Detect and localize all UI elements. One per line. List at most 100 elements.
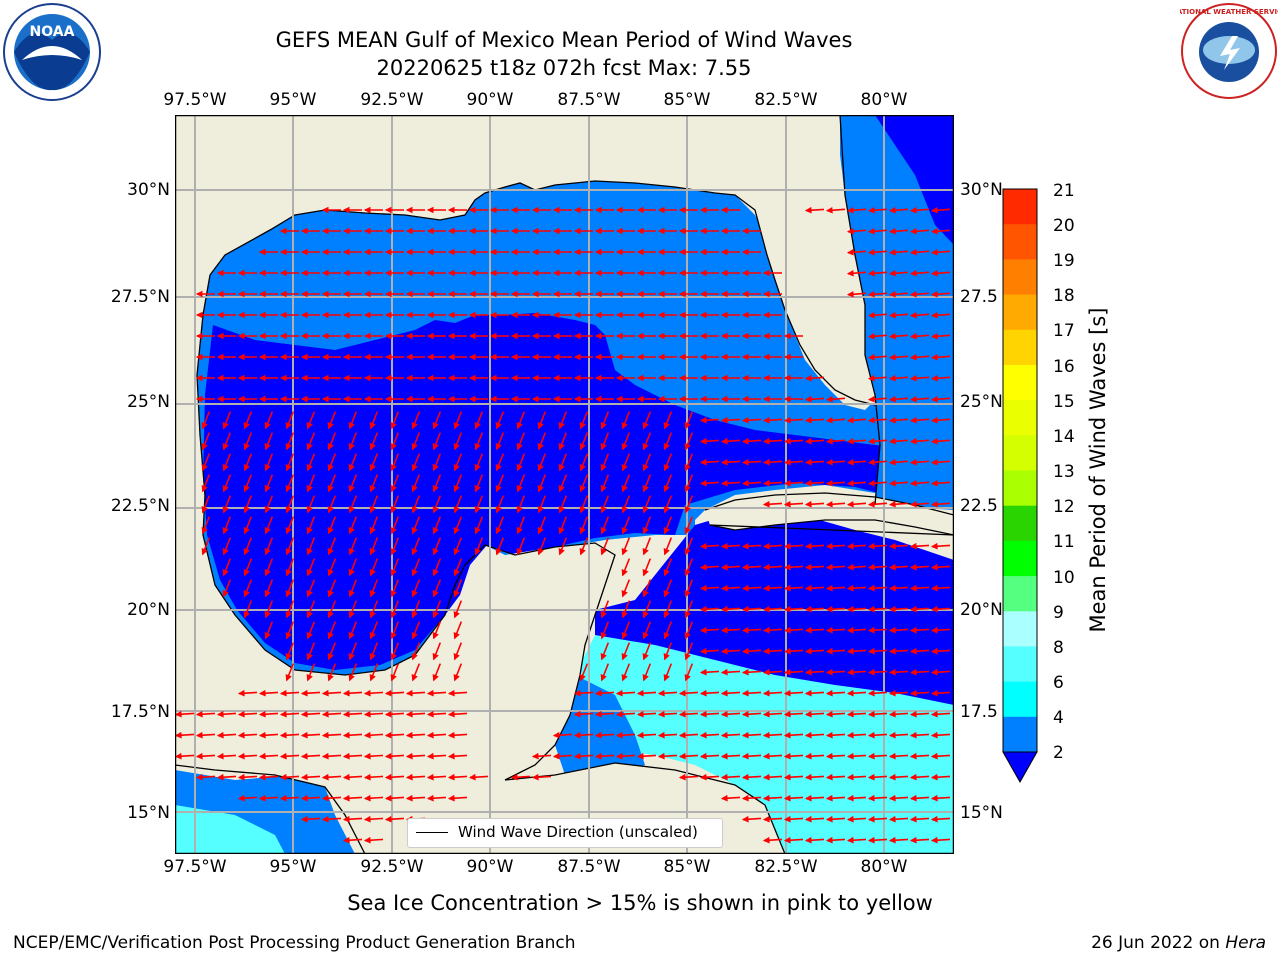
wind-arrow-head bbox=[327, 590, 334, 598]
wind-arrow-head bbox=[306, 548, 313, 556]
wind-arrow-head bbox=[264, 548, 271, 556]
wind-arrow-head bbox=[867, 332, 875, 340]
wind-arrow-head bbox=[300, 773, 308, 781]
wind-arrow-head bbox=[762, 605, 770, 613]
wind-arrow-head bbox=[468, 353, 476, 361]
wind-arrow-head bbox=[222, 464, 229, 472]
wind-arrow-head bbox=[495, 422, 502, 430]
wind-arrow-head bbox=[447, 248, 455, 256]
wind-arrow-head bbox=[678, 269, 686, 277]
colorbar-segment bbox=[1003, 224, 1037, 260]
wind-arrow-head bbox=[615, 332, 623, 340]
wind-arrow-head bbox=[327, 653, 334, 661]
colorbar-segment bbox=[1003, 470, 1037, 507]
wind-arrow-head bbox=[783, 815, 791, 823]
wind-arrow-head bbox=[243, 590, 250, 598]
wind-arrow-head bbox=[552, 248, 560, 256]
wind-arrow-head bbox=[783, 710, 791, 718]
wind-arrow-head bbox=[531, 395, 539, 403]
wind-arrow-head bbox=[930, 332, 938, 340]
wind-arrow-head bbox=[237, 773, 245, 781]
wind-arrow-head bbox=[468, 773, 476, 781]
wind-arrow-head bbox=[783, 353, 791, 361]
wind-arrow-head bbox=[663, 443, 670, 451]
wind-arrow-head bbox=[636, 206, 644, 214]
wind-arrow-head bbox=[195, 374, 203, 382]
wind-arrow-head bbox=[537, 548, 544, 556]
wind-arrow-head bbox=[453, 548, 460, 556]
wind-arrow-head bbox=[363, 815, 371, 823]
wind-arrow-head bbox=[411, 548, 418, 556]
lon-label-top: 90°W bbox=[466, 90, 514, 110]
wind-arrow-head bbox=[762, 563, 770, 571]
wind-arrow-head bbox=[573, 752, 581, 760]
wind-arrow-head bbox=[909, 248, 917, 256]
wind-arrow-head bbox=[678, 206, 686, 214]
wind-arrow-head bbox=[867, 752, 875, 760]
wind-arrow-head bbox=[825, 689, 833, 697]
wind-arrow-head bbox=[195, 332, 203, 340]
wind-arrow-head bbox=[846, 647, 854, 655]
wind-arrow-head bbox=[573, 374, 581, 382]
wind-arrow-head bbox=[825, 479, 833, 487]
wind-arrow-head bbox=[600, 464, 607, 472]
wind-arrow-head bbox=[621, 653, 628, 661]
wind-arrow-head bbox=[804, 584, 812, 592]
wind-arrow-head bbox=[888, 731, 896, 739]
wind-arrow-head bbox=[600, 506, 607, 514]
wind-arrow-head bbox=[825, 542, 833, 550]
wind-arrow-head bbox=[390, 590, 397, 598]
wind-arrow-head bbox=[537, 464, 544, 472]
wind-arrow-head bbox=[258, 248, 266, 256]
wind-arrow-head bbox=[600, 632, 607, 640]
wind-arrow-head bbox=[909, 374, 917, 382]
lat-label-left: 22.5°N bbox=[110, 496, 170, 516]
colorbar-label: Mean Period of Wind Waves [s] bbox=[1086, 307, 1110, 633]
wind-arrow-head bbox=[762, 332, 770, 340]
wind-arrow-head bbox=[327, 527, 334, 535]
wind-arrow-head bbox=[222, 590, 229, 598]
wind-arrow-head bbox=[279, 689, 287, 697]
colorbar-segment bbox=[1003, 329, 1037, 366]
wind-arrow-head bbox=[474, 464, 481, 472]
wind-arrow-head bbox=[699, 290, 707, 298]
wind-arrow-head bbox=[888, 290, 896, 298]
wind-arrow-head bbox=[342, 206, 350, 214]
wind-arrow-head bbox=[384, 815, 392, 823]
wind-arrow-head bbox=[411, 527, 418, 535]
wind-arrow-head bbox=[222, 548, 229, 556]
wind-arrow-head bbox=[825, 626, 833, 634]
wind-arrow-head bbox=[684, 443, 691, 451]
caribbean-water-mid bbox=[555, 675, 645, 780]
wind-arrow-head bbox=[888, 626, 896, 634]
wind-arrow-head bbox=[432, 590, 439, 598]
wind-arrow-head bbox=[573, 731, 581, 739]
wind-arrow-head bbox=[615, 311, 623, 319]
wind-arrow-head bbox=[390, 632, 397, 640]
wind-arrow-head bbox=[888, 752, 896, 760]
wind-arrow-head bbox=[300, 332, 308, 340]
wind-arrow-head bbox=[537, 422, 544, 430]
wind-arrow-head bbox=[762, 311, 770, 319]
wind-arrow-head bbox=[846, 752, 854, 760]
wind-arrow-head bbox=[384, 269, 392, 277]
wind-arrow-head bbox=[468, 395, 476, 403]
wind-arrow-head bbox=[636, 710, 644, 718]
wind-arrow-head bbox=[783, 773, 791, 781]
wind-arrow-head bbox=[825, 752, 833, 760]
wind-arrow-head bbox=[411, 506, 418, 514]
wind-arrow-head bbox=[888, 458, 896, 466]
wind-arrow-head bbox=[447, 311, 455, 319]
wind-arrow-head bbox=[594, 752, 602, 760]
wind-arrow-head bbox=[720, 752, 728, 760]
wind-arrow-head bbox=[783, 500, 791, 508]
wind-arrow-head bbox=[453, 464, 460, 472]
coastline bbox=[504, 762, 786, 854]
wind-arrow-head bbox=[888, 710, 896, 718]
wind-arrow-head bbox=[600, 422, 607, 430]
wind-arrow-head bbox=[306, 569, 313, 577]
wind-arrow-head bbox=[201, 485, 208, 493]
wind-arrow-head bbox=[447, 290, 455, 298]
wind-arrow-head bbox=[348, 569, 355, 577]
wind-arrow-head bbox=[678, 395, 686, 403]
